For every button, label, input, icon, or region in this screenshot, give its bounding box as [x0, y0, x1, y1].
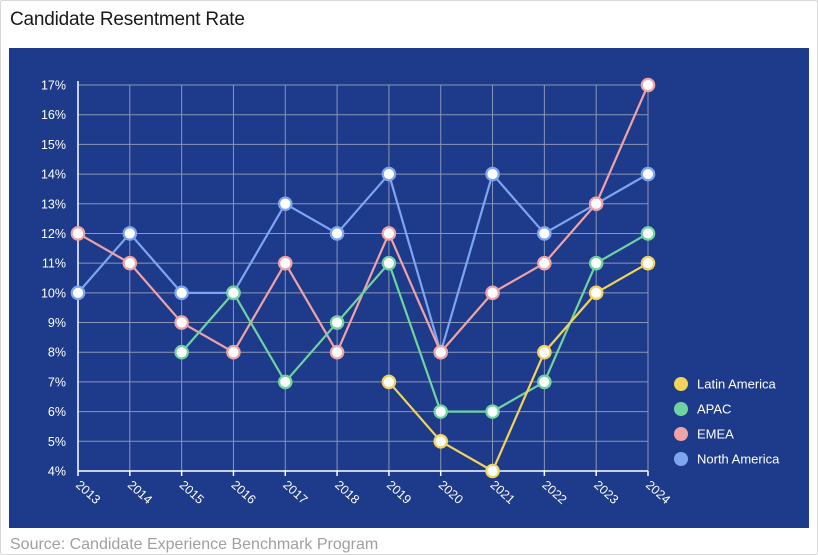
x-tick-label: 2023 — [591, 478, 621, 507]
data-point-emea — [485, 285, 500, 301]
legend-label-emea: EMEA — [697, 427, 734, 442]
data-point-latin-america — [485, 463, 500, 479]
data-point-north-america — [381, 166, 397, 182]
data-point-north-america — [640, 166, 656, 182]
legend-label-latin-america: Latin America — [697, 377, 777, 392]
legend-marker-emea — [674, 427, 688, 441]
legend-marker-north-america — [674, 452, 688, 466]
data-point-latin-america — [537, 344, 552, 360]
data-point-north-america — [485, 166, 500, 182]
data-point-apac — [433, 404, 449, 419]
data-point-emea — [226, 344, 241, 360]
x-tick-label: 2019 — [384, 478, 414, 507]
data-point-emea — [640, 77, 656, 93]
legend-marker-latin-america — [674, 377, 688, 391]
x-tick-label: 2017 — [280, 478, 310, 507]
source-note: Source: Candidate Experience Benchmark P… — [10, 536, 379, 553]
data-point-apac — [640, 226, 656, 241]
data-point-latin-america — [640, 255, 656, 271]
data-point-emea — [381, 226, 397, 241]
data-point-north-america — [70, 285, 86, 301]
data-point-emea — [277, 255, 293, 271]
data-point-emea — [588, 196, 604, 212]
data-point-apac — [174, 344, 189, 360]
data-point-latin-america — [588, 285, 604, 301]
x-tick-label: 2022 — [539, 478, 569, 507]
legend-label-apac: APAC — [697, 402, 731, 417]
series-line-latin-america — [388, 262, 649, 473]
data-point-apac — [277, 374, 293, 390]
x-tick-label: 2020 — [436, 478, 466, 507]
y-tick-label: 17% — [41, 79, 66, 93]
data-point-emea — [122, 255, 138, 271]
y-tick-label: 12% — [41, 227, 66, 241]
y-tick-label: 8% — [48, 346, 66, 360]
data-point-apac — [381, 255, 397, 271]
x-tick-label: 2015 — [177, 478, 207, 507]
data-point-latin-america — [381, 374, 397, 390]
data-point-apac — [485, 404, 500, 419]
data-point-latin-america — [433, 434, 449, 449]
y-tick-label: 7% — [48, 375, 66, 389]
data-point-north-america — [537, 226, 552, 241]
legend-marker-apac — [674, 402, 688, 416]
data-point-emea — [537, 255, 552, 271]
data-point-north-america — [122, 226, 138, 241]
y-tick-label: 4% — [48, 465, 66, 479]
x-tick-label: 2018 — [332, 478, 362, 507]
y-tick-label: 5% — [48, 435, 66, 449]
data-point-apac — [588, 255, 604, 271]
data-point-emea — [329, 344, 345, 360]
data-point-apac — [226, 285, 241, 301]
x-tick-label: 2016 — [228, 478, 258, 507]
data-point-emea — [433, 344, 449, 360]
y-tick-label: 9% — [48, 316, 66, 330]
chart-panel — [9, 48, 809, 528]
data-point-north-america — [174, 285, 189, 301]
y-tick-label: 11% — [42, 257, 66, 271]
data-point-emea — [174, 315, 189, 330]
x-tick-label: 2013 — [73, 478, 103, 507]
y-tick-label: 16% — [41, 108, 66, 122]
x-tick-label: 2014 — [125, 478, 155, 507]
x-tick-label: 2021 — [488, 478, 518, 507]
legend-label-north-america: North America — [697, 452, 780, 467]
series-line-north-america — [77, 172, 649, 354]
data-point-apac — [537, 374, 552, 390]
data-point-north-america — [277, 196, 293, 212]
y-tick-label: 14% — [41, 168, 66, 182]
data-point-apac — [329, 315, 345, 330]
chart-title: Candidate Resentment Rate — [10, 9, 245, 30]
y-tick-label: 6% — [48, 405, 66, 419]
data-point-north-america — [329, 226, 345, 241]
y-tick-label: 13% — [41, 197, 66, 211]
x-tick-label: 2024 — [643, 478, 673, 507]
data-point-emea — [70, 226, 86, 241]
series-line-emea — [77, 84, 650, 354]
y-tick-label: 10% — [41, 286, 66, 300]
y-tick-label: 15% — [41, 138, 66, 152]
